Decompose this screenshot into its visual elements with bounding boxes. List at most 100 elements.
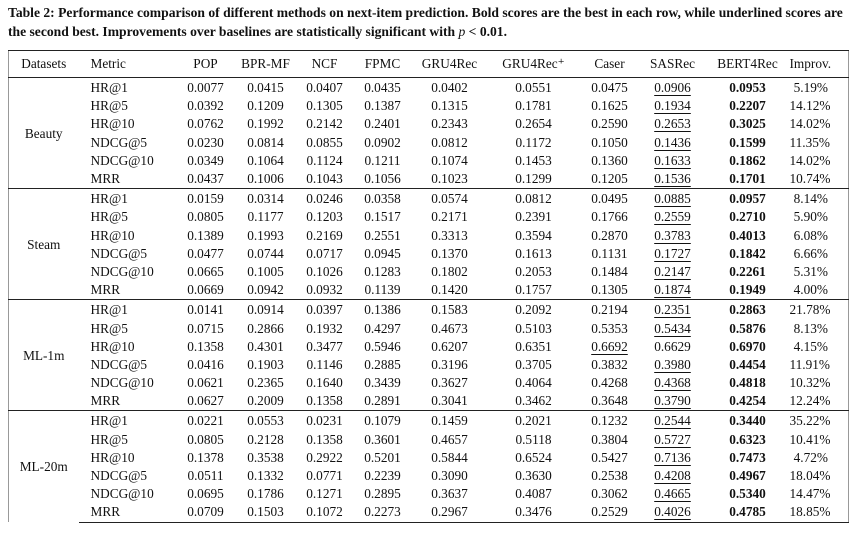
score-cell: 0.0435: [353, 77, 412, 98]
table-row: Steam HR@1 0.0159 0.0314 0.0246 0.0358 0.0574 0…: [8, 188, 849, 300]
score-cell: 0.3637: [431, 486, 468, 502]
score-cell: 0.0553: [235, 410, 296, 431]
improvement-cell: 8.14%: [789, 188, 849, 209]
dataset-cell: ML-20m: [8, 410, 79, 522]
metric-cell: HR@5: [90, 431, 128, 447]
score-cell: 0.1387: [364, 98, 401, 114]
score-cell: 0.1072: [295, 503, 354, 523]
score-cell: 0.3196: [431, 356, 468, 372]
score-cell: 0.1023: [431, 171, 468, 187]
score-cell: 0.0762: [187, 116, 224, 132]
caption-text: Table 2: Performance comparison of diffe…: [8, 5, 843, 39]
score-cell: 0.2895: [364, 486, 401, 502]
score-cell: 0.2653: [654, 116, 691, 132]
score-cell: 0.0159: [175, 188, 236, 209]
score-cell: 0.3025: [729, 116, 766, 132]
column-header: SASRec: [639, 50, 706, 78]
score-cell: 0.0665: [187, 263, 224, 279]
score-cell: 0.1786: [247, 486, 284, 502]
improvement-cell: 4.00%: [793, 282, 828, 298]
score-cell: 0.2343: [431, 116, 468, 132]
score-cell: 0.1332: [247, 468, 284, 484]
score-cell: 0.0717: [306, 245, 343, 261]
score-cell: 0.3790: [654, 393, 691, 409]
metric-cell: NDCG@10: [90, 152, 154, 168]
table-body: Beauty HR@1 0.0077 0.0415 0.0407 0.0435 0.0402…: [8, 76, 849, 523]
metric-cell: NDCG@10: [90, 263, 154, 279]
table-row: NDCG@5 0.0230 0.0814 0.0855 0.0902 0.0812 0.11…: [9, 134, 849, 152]
score-cell: 0.1203: [306, 209, 343, 225]
score-cell: 0.1232: [579, 410, 640, 431]
score-cell: 0.1517: [364, 209, 401, 225]
score-cell: 0.1903: [247, 356, 284, 372]
score-cell: 0.5201: [364, 449, 401, 465]
score-cell: 0.2171: [431, 209, 468, 225]
score-cell: 0.0627: [187, 393, 224, 409]
metric-cell: HR@10: [90, 227, 135, 243]
caption-variable: p: [458, 24, 466, 39]
score-cell: 0.1146: [306, 356, 343, 372]
score-cell: 0.4268: [591, 375, 628, 391]
score-cell: 0.0805: [187, 431, 224, 447]
header-row: Datasets Metric POP BPR-MF NCF FPMC GRU4Rec GRU…: [8, 50, 849, 78]
score-cell: 0.0477: [187, 245, 224, 261]
column-header: BPR-MF: [235, 50, 296, 78]
score-cell: 0.1484: [591, 263, 628, 279]
score-cell: 0.1283: [364, 263, 401, 279]
score-cell: 0.1131: [591, 245, 628, 261]
score-cell: 0.0695: [187, 486, 224, 502]
score-cell: 0.2009: [247, 393, 284, 409]
table-row: HR@10 0.1358 0.4301 0.3477 0.5946 0.6207 0.635…: [9, 338, 849, 356]
score-cell: 0.6692: [591, 338, 628, 354]
score-cell: 0.1079: [353, 410, 412, 431]
score-cell: 0.4368: [654, 375, 691, 391]
score-cell: 0.1862: [729, 152, 766, 168]
score-cell: 0.1625: [591, 98, 628, 114]
score-cell: 0.3804: [591, 431, 628, 447]
score-cell: 0.3062: [591, 486, 628, 502]
score-cell: 0.3601: [364, 431, 401, 447]
improvement-cell: 11.91%: [789, 356, 831, 372]
table-row: NDCG@5 0.0511 0.1332 0.0771 0.2239 0.3090 0.36…: [9, 467, 849, 485]
score-cell: 0.1026: [306, 263, 343, 279]
score-cell: 0.2128: [247, 431, 284, 447]
column-header: POP: [175, 50, 236, 78]
metric-cell: HR@10: [90, 449, 135, 465]
score-cell: 0.1005: [247, 263, 284, 279]
score-cell: 0.0397: [295, 299, 354, 320]
score-cell: 0.3090: [431, 468, 468, 484]
score-cell: 0.2401: [364, 116, 401, 132]
improvement-cell: 14.47%: [789, 486, 831, 502]
score-cell: 0.0942: [247, 282, 284, 298]
improvement-cell: 8.13%: [793, 320, 828, 336]
score-cell: 0.0945: [364, 245, 401, 261]
score-cell: 0.3462: [515, 393, 552, 409]
score-cell: 0.1599: [729, 134, 766, 150]
score-cell: 0.1360: [591, 152, 628, 168]
score-cell: 0.1305: [591, 282, 628, 298]
score-cell: 0.6351: [515, 338, 552, 354]
score-cell: 0.0715: [187, 320, 224, 336]
metric-cell: MRR: [78, 503, 176, 523]
score-cell: 0.1139: [364, 282, 401, 298]
score-cell: 0.3439: [364, 375, 401, 391]
score-cell: 0.4208: [654, 468, 691, 484]
score-cell: 0.0953: [705, 77, 790, 98]
score-cell: 0.1583: [411, 299, 488, 320]
metric-cell: HR@1: [78, 299, 176, 320]
score-cell: 0.1358: [306, 393, 343, 409]
score-cell: 0.2142: [306, 116, 343, 132]
score-cell: 0.0402: [411, 77, 488, 98]
improvement-cell: 12.24%: [789, 393, 831, 409]
score-cell: 0.2194: [579, 299, 640, 320]
score-cell: 0.0437: [187, 171, 224, 187]
score-cell: 0.0669: [187, 282, 224, 298]
score-cell: 0.5727: [654, 431, 691, 447]
score-cell: 0.2870: [591, 227, 628, 243]
score-cell: 0.1006: [247, 171, 284, 187]
caption-condition: < 0.01.: [468, 24, 508, 39]
caption: Table 2: Performance comparison of diffe…: [8, 3, 853, 41]
improvement-cell: 18.85%: [789, 503, 849, 523]
score-cell: 0.1993: [247, 227, 284, 243]
